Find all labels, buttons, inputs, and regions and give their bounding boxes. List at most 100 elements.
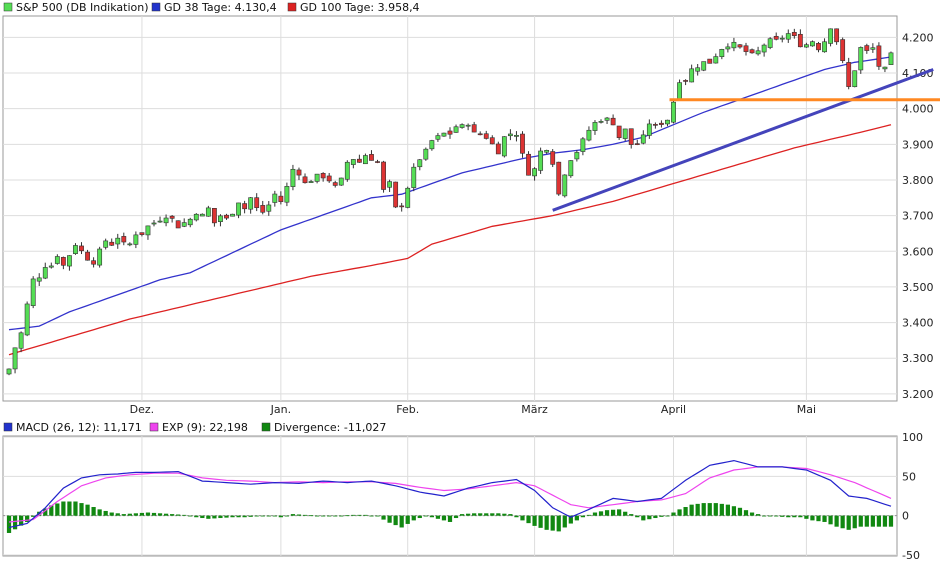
divergence-bar (429, 515, 434, 518)
candle-body (429, 140, 435, 150)
divergence-bar (170, 514, 175, 516)
candle (417, 159, 423, 171)
candle (290, 164, 296, 191)
candle-body (610, 117, 616, 126)
candle (719, 48, 725, 60)
candle (350, 159, 356, 169)
divergence-bar (840, 515, 845, 529)
candle-body (634, 143, 640, 145)
candle-body (18, 332, 24, 349)
candle (767, 37, 773, 50)
candle-body (514, 134, 519, 137)
divergence-bar (441, 515, 447, 521)
divergence-bar (526, 515, 531, 524)
candle (471, 121, 477, 133)
candle (85, 249, 90, 261)
legend-swatch-sma100 (287, 2, 297, 12)
candle-body (840, 39, 846, 61)
candle-body (6, 368, 12, 375)
price-y-tick-label: 3.400 (902, 317, 934, 330)
candle-body (483, 133, 489, 139)
divergence-bar (822, 515, 827, 522)
candle (211, 208, 217, 227)
divergence-bar (858, 515, 863, 527)
divergence-bar (798, 515, 803, 518)
divergence-bar (139, 512, 145, 516)
candle (320, 172, 326, 182)
candle-body (791, 31, 797, 37)
divergence-bar (580, 515, 586, 518)
divergence-bar (846, 515, 851, 530)
candle (103, 238, 109, 250)
candle-body (381, 161, 386, 190)
divergence-bar (484, 513, 489, 516)
divergence-bar (55, 503, 60, 516)
divergence-bar (532, 515, 537, 526)
candle-body (689, 68, 695, 83)
candle-body (598, 121, 604, 123)
candle (556, 161, 562, 196)
candle-body (713, 56, 719, 64)
candle-body (405, 187, 411, 208)
candle-body (822, 41, 827, 53)
divergence-bar (109, 512, 114, 516)
divergence-bar (804, 515, 809, 519)
candle-body (30, 278, 36, 306)
candle (163, 214, 169, 227)
candle (689, 64, 695, 83)
divergence-bar (478, 513, 483, 516)
candle (447, 127, 453, 139)
candle (79, 242, 84, 255)
candle (332, 180, 338, 188)
divergence-bar (828, 515, 833, 525)
candle (248, 197, 254, 214)
divergence-bar (659, 515, 664, 517)
candle (181, 218, 187, 228)
candle-body (876, 45, 882, 67)
divergence-bar (768, 515, 773, 517)
candle-body (671, 101, 676, 123)
price-x-tick-label: April (661, 403, 686, 416)
candle (743, 42, 749, 56)
candle-body (302, 176, 308, 184)
candle-body (272, 193, 278, 203)
candle (54, 254, 60, 265)
candle (779, 35, 785, 43)
divergence-bar (520, 515, 525, 521)
candle (302, 173, 308, 184)
divergence-bar (151, 512, 157, 516)
divergence-bar (864, 515, 869, 527)
price-grid (3, 16, 897, 401)
legend-swatch-macd (3, 422, 13, 432)
candle (133, 231, 139, 249)
candle-body (858, 47, 864, 71)
candle-body (332, 182, 338, 186)
candle-body (260, 205, 266, 213)
candle (441, 132, 447, 137)
candle-body (350, 159, 356, 165)
divergence-bar (466, 513, 471, 516)
candle (260, 200, 266, 215)
candle (187, 217, 193, 228)
candle-body (659, 122, 664, 125)
candle-body (526, 153, 531, 176)
candle (411, 163, 417, 192)
candle-body (218, 215, 223, 222)
macd-line (8, 459, 892, 529)
divergence-bar (321, 515, 326, 517)
candle-body (290, 168, 296, 187)
divergence-bar (381, 515, 386, 520)
divergence-bar (163, 513, 169, 516)
divergence-bar (453, 515, 459, 519)
candle-body (369, 154, 374, 161)
candle-body (701, 61, 707, 71)
candle (97, 246, 103, 268)
candle-body (326, 175, 332, 182)
candle-body (181, 222, 187, 227)
candle-body (157, 220, 163, 223)
candle-body (495, 143, 501, 155)
candle-body (677, 82, 682, 101)
candle (628, 128, 634, 149)
candle (489, 135, 495, 145)
